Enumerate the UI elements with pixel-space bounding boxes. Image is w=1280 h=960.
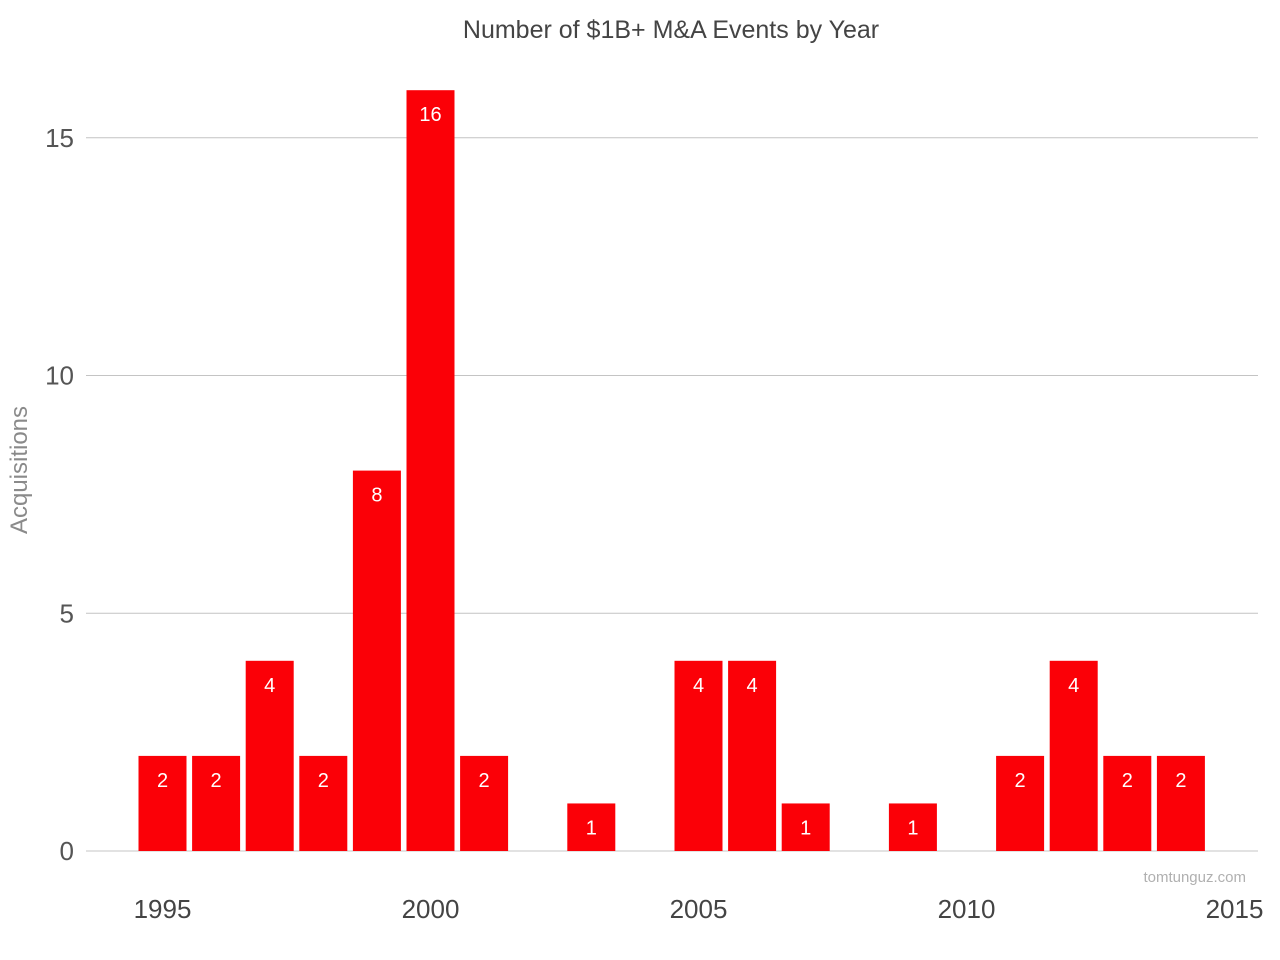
y-tick-label: 10 — [45, 361, 74, 391]
bar-2001 — [460, 755, 509, 851]
bar-value-label: 4 — [747, 675, 758, 697]
bar-value-label: 4 — [693, 675, 704, 697]
x-tick-label: 1995 — [134, 894, 192, 924]
bar-value-label: 1 — [800, 817, 811, 839]
bar-2013 — [1103, 755, 1152, 851]
bar-value-label: 16 — [419, 104, 441, 126]
bar-2007 — [781, 803, 830, 851]
bar-value-label: 1 — [586, 817, 597, 839]
bar-1995 — [138, 755, 187, 851]
bar-value-label: 4 — [1068, 675, 1079, 697]
bar-value-label: 2 — [1015, 770, 1026, 792]
bar-2011 — [996, 755, 1045, 851]
x-tick-label: 2015 — [1206, 894, 1264, 924]
bar-1999 — [352, 470, 401, 851]
bar-value-label: 2 — [157, 770, 168, 792]
bar-value-label: 2 — [211, 770, 222, 792]
x-tick-label: 2010 — [938, 894, 996, 924]
bar-2000 — [406, 90, 455, 851]
x-tick-label: 2005 — [670, 894, 728, 924]
bar-value-label: 8 — [371, 485, 382, 507]
bar-value-label: 2 — [318, 770, 329, 792]
y-tick-label: 5 — [60, 598, 74, 628]
bar-1998 — [299, 755, 348, 851]
bar-value-label: 2 — [1175, 770, 1186, 792]
bar-value-label: 2 — [479, 770, 490, 792]
x-tick-label: 2000 — [402, 894, 460, 924]
bar-2003 — [567, 803, 616, 851]
y-tick-label: 15 — [45, 123, 74, 153]
bar-2009 — [888, 803, 937, 851]
y-axis-label: Acquisitions — [6, 406, 33, 534]
watermark: tomtunguz.com — [1143, 869, 1246, 886]
bar-labels: 2 2 4 2 8 16 2 1 4 4 1 1 2 4 2 2 — [157, 104, 1187, 839]
bar-2006 — [728, 660, 777, 851]
x-axis-ticks: 1995 2000 2005 2010 2015 — [134, 894, 1264, 924]
chart-title: Number of $1B+ M&A Events by Year — [463, 16, 879, 44]
bars — [138, 90, 1205, 851]
bar-2012 — [1049, 660, 1098, 851]
bar-1996 — [192, 755, 241, 851]
bar-2005 — [674, 660, 723, 851]
y-tick-label: 0 — [60, 836, 74, 866]
bar-1997 — [245, 660, 294, 851]
y-axis-ticks: 0 5 10 15 — [45, 123, 74, 866]
bar-value-label: 2 — [1122, 770, 1133, 792]
bar-value-label: 4 — [264, 675, 275, 697]
bar-value-label: 1 — [907, 817, 918, 839]
bar-2014 — [1156, 755, 1205, 851]
